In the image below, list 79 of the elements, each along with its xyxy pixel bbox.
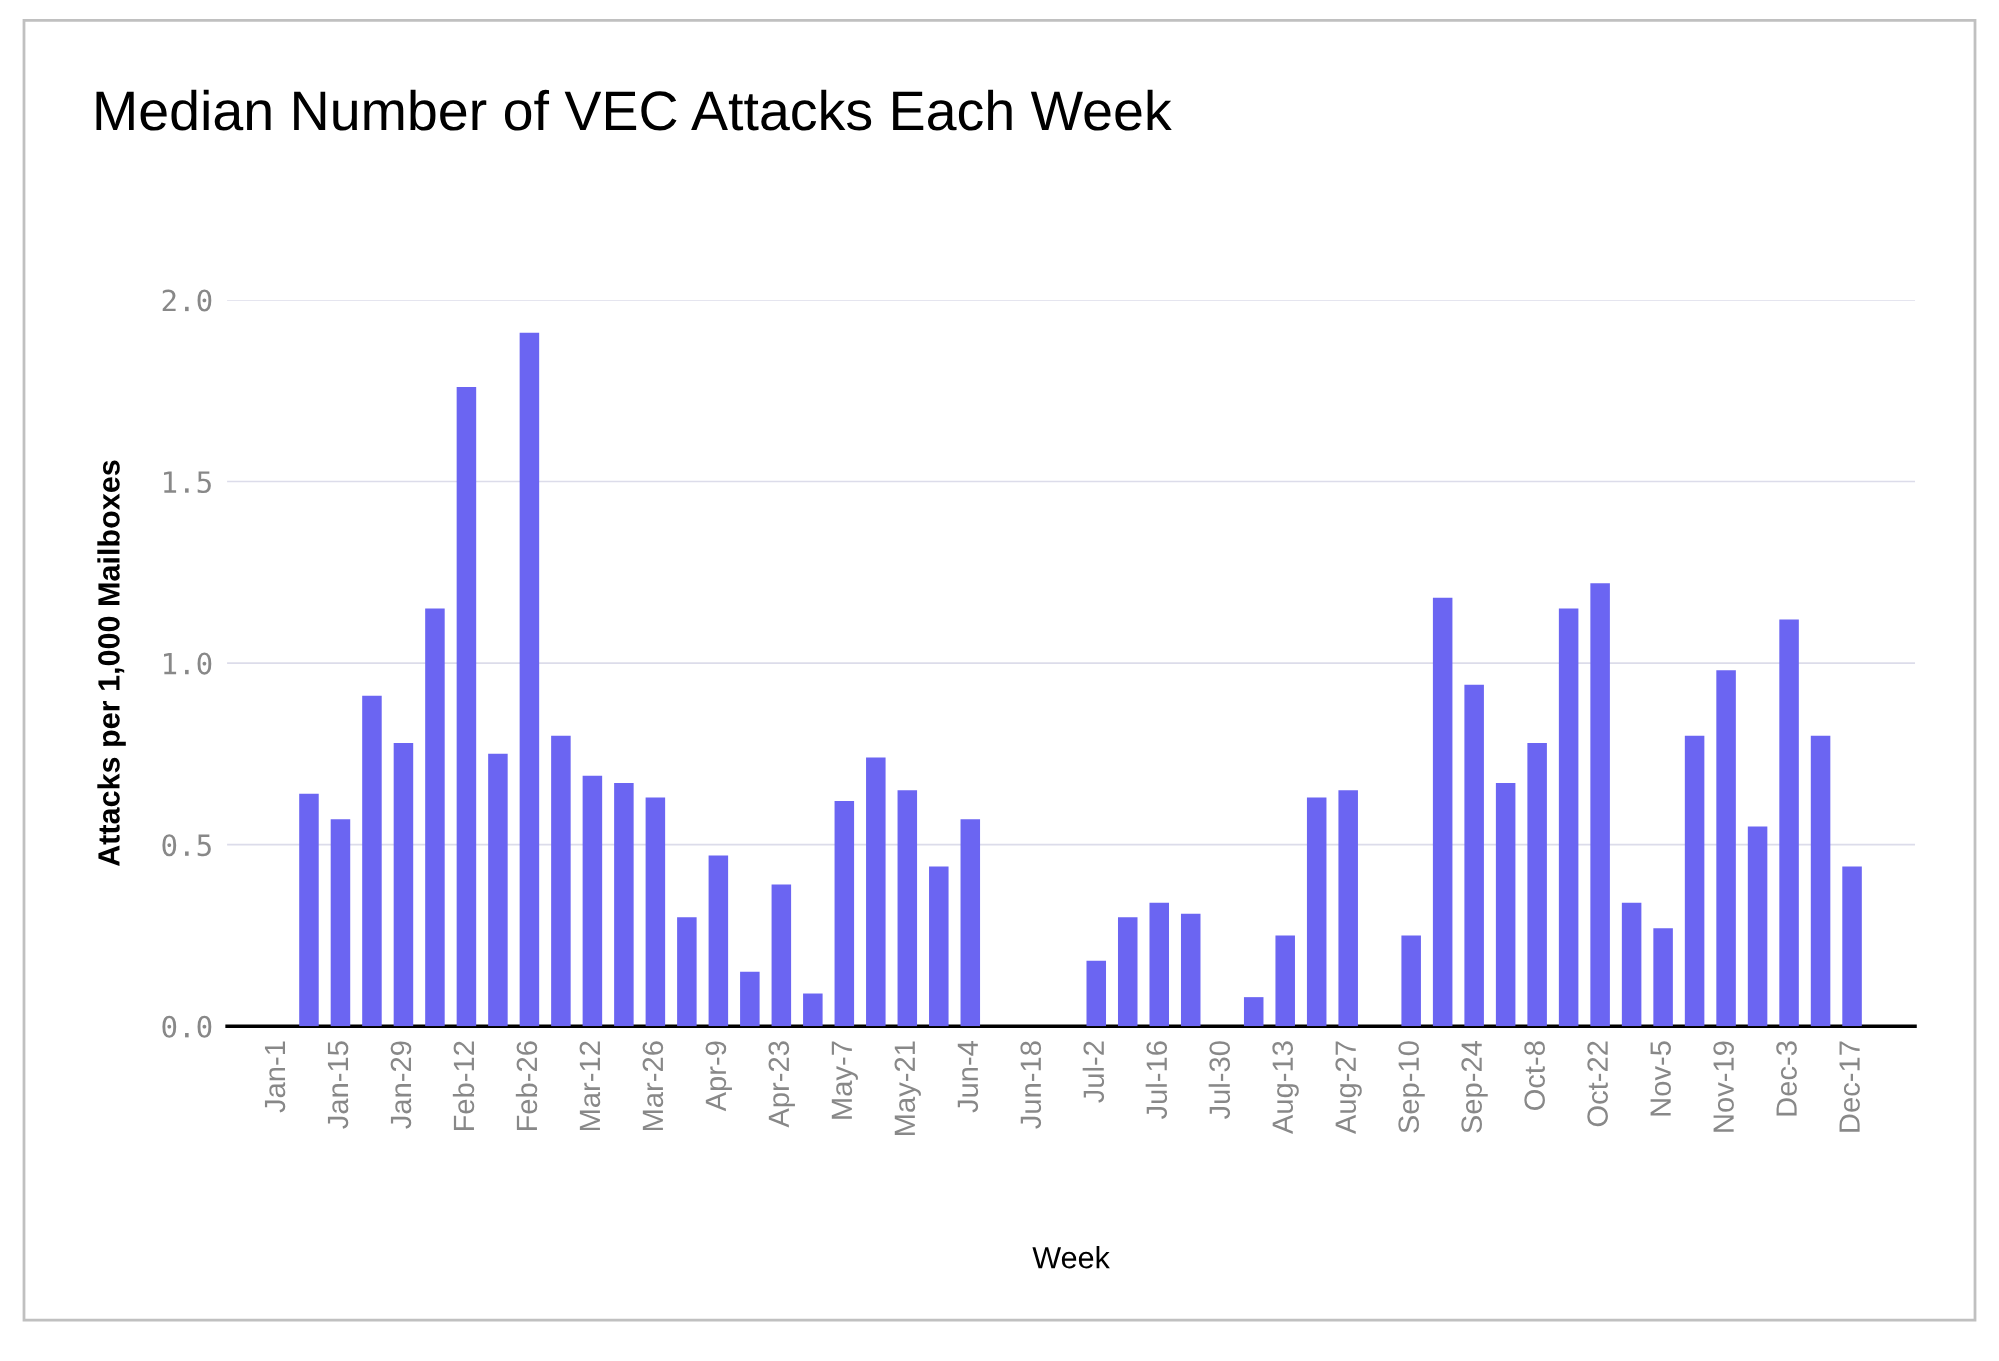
y-tick-label: 1.0 [164, 652, 212, 675]
x-tick-label: Sep-24 [1461, 1040, 1488, 1133]
bar [425, 608, 445, 1027]
bar [614, 782, 634, 1027]
bar [488, 753, 508, 1027]
x-tick-label: Sep-10 [1398, 1041, 1425, 1133]
bar [362, 695, 382, 1027]
y-tick-label: 2.0 [162, 289, 212, 312]
bar [866, 757, 886, 1027]
bar [1306, 797, 1327, 1027]
bar [1243, 997, 1264, 1027]
x-tick-label: Jan-29 [390, 1041, 412, 1129]
x-tick-label: Aug-27 [1335, 1041, 1362, 1135]
x-tick-label: Apr-23 [768, 1041, 795, 1128]
chart-title: Median Number of VEC Attacks Each Week [96, 89, 1172, 131]
x-tick-label: Dec-17 [1839, 1041, 1860, 1132]
x-tick-label: Aug-13 [1272, 1041, 1299, 1135]
x-tick-label: Apr-9 [705, 1041, 732, 1112]
bar [1590, 583, 1610, 1027]
x-tick-label: Jan-15 [327, 1041, 349, 1129]
bar [582, 775, 603, 1027]
x-tick-label: Feb-12 [452, 1041, 475, 1131]
bar [1810, 735, 1831, 1027]
bar [1117, 917, 1138, 1027]
x-tick-label: Jul-16 [1145, 1041, 1168, 1120]
bar [456, 387, 477, 1027]
x-axis-title: Week [1032, 1246, 1110, 1269]
bar [677, 917, 697, 1027]
bar [740, 971, 760, 1027]
bar [330, 819, 351, 1027]
bar [1401, 935, 1421, 1027]
bar [1149, 902, 1169, 1027]
bar [771, 884, 792, 1027]
x-tick-label: Jul-30 [1208, 1041, 1231, 1120]
y-tick-label: 0.5 [162, 834, 211, 857]
bar [1495, 782, 1516, 1027]
bar [1716, 670, 1736, 1027]
x-tick-label: May-7 [831, 1041, 858, 1119]
x-tick-label: Oct-22 [1587, 1041, 1608, 1127]
bar [1621, 902, 1642, 1027]
bar [1086, 960, 1107, 1027]
bar [551, 735, 571, 1027]
bar [519, 332, 540, 1027]
x-tick-label: Mar-12 [579, 1041, 601, 1131]
bar [1684, 735, 1705, 1027]
bar [708, 855, 729, 1027]
bar [645, 797, 666, 1027]
y-axis-title: Attacks per 1,000 Mailboxes [97, 460, 126, 867]
x-tick-label: Jun-4 [957, 1040, 979, 1113]
y-tick-label: 0.0 [162, 1015, 212, 1038]
bar [929, 866, 949, 1027]
bar [1464, 684, 1484, 1027]
bar [1842, 866, 1862, 1027]
bar [803, 993, 823, 1027]
bar [1653, 928, 1673, 1027]
x-tick-label: May-21 [894, 1041, 921, 1135]
x-tick-label: Jul-2 [1082, 1041, 1105, 1103]
bar [1558, 608, 1579, 1027]
bar [897, 790, 918, 1027]
x-tick-label: Feb-26 [515, 1041, 538, 1131]
bar [1338, 790, 1358, 1027]
x-tick-label: Oct-8 [1524, 1041, 1545, 1111]
x-tick-label: Dec-3 [1776, 1041, 1797, 1116]
x-tick-label: Nov-19 [1713, 1041, 1734, 1132]
bar [1747, 826, 1768, 1027]
bar [960, 819, 981, 1027]
x-tick-label: Jan-1 [264, 1041, 286, 1113]
x-tick-label: Jun-18 [1020, 1041, 1042, 1129]
bar [1432, 597, 1453, 1027]
bar [393, 742, 414, 1027]
bar [1180, 913, 1201, 1027]
bar [1275, 935, 1295, 1027]
bar [1779, 619, 1799, 1027]
bar [299, 793, 319, 1027]
x-tick-label: Mar-26 [642, 1041, 664, 1131]
bar [1527, 742, 1547, 1027]
bar [834, 801, 855, 1027]
y-tick-label: 1.5 [164, 471, 211, 494]
x-tick-label: Nov-5 [1650, 1041, 1671, 1116]
